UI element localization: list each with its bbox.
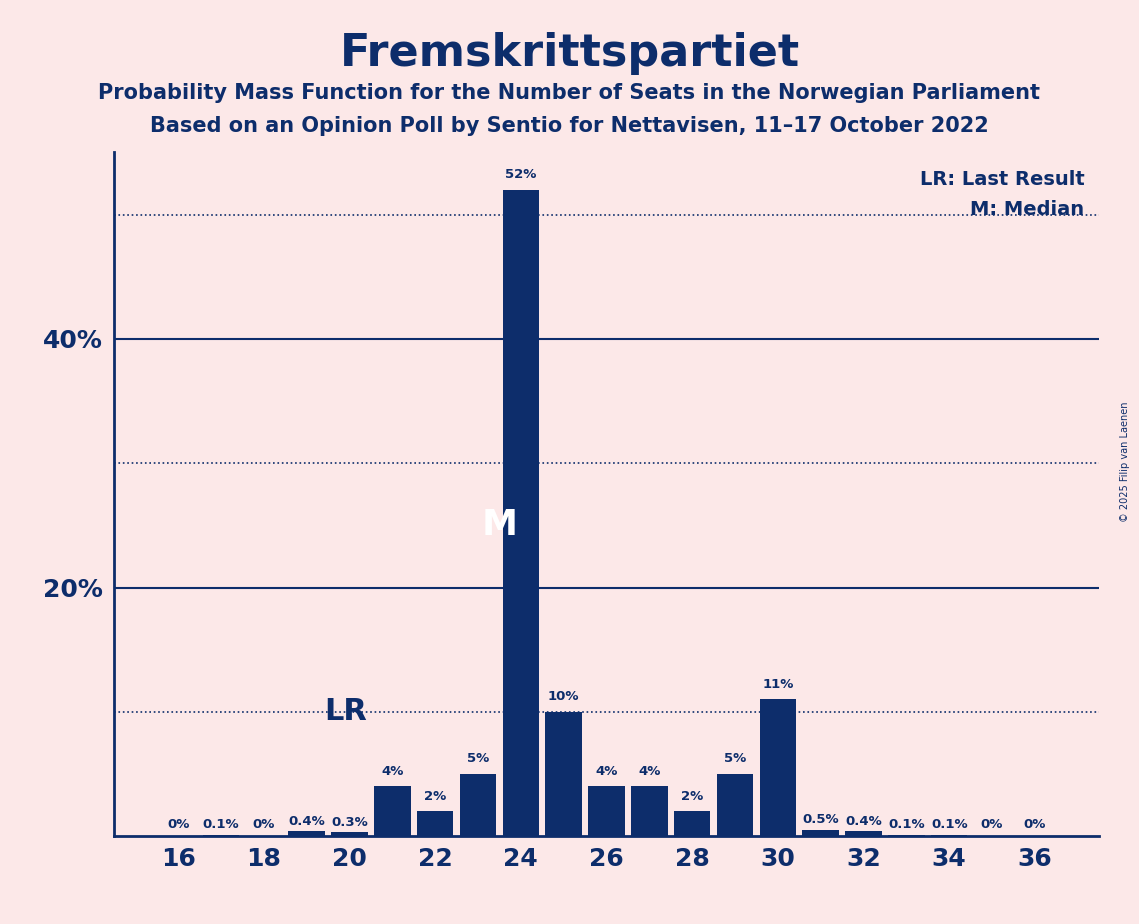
Text: 11%: 11% (762, 678, 794, 691)
Bar (674, 811, 711, 836)
Text: 5%: 5% (467, 752, 489, 765)
Text: Fremskrittspartiet: Fremskrittspartiet (339, 32, 800, 76)
Bar (288, 832, 325, 836)
Bar (760, 699, 796, 836)
Bar (374, 786, 410, 836)
Bar (716, 774, 753, 836)
Bar (589, 786, 624, 836)
Text: Based on an Opinion Poll by Sentio for Nettavisen, 11–17 October 2022: Based on an Opinion Poll by Sentio for N… (150, 116, 989, 136)
Text: 0.3%: 0.3% (331, 816, 368, 829)
Text: 0%: 0% (167, 819, 189, 832)
Bar (203, 835, 239, 836)
Text: LR: Last Result: LR: Last Result (919, 170, 1084, 188)
Text: 0.4%: 0.4% (845, 815, 882, 828)
Text: © 2025 Filip van Laenen: © 2025 Filip van Laenen (1120, 402, 1130, 522)
Text: 4%: 4% (638, 765, 661, 778)
Text: 0%: 0% (253, 819, 274, 832)
Text: 2%: 2% (681, 790, 703, 803)
Text: 5%: 5% (724, 752, 746, 765)
Text: 0%: 0% (981, 819, 1003, 832)
Bar (460, 774, 497, 836)
Text: 4%: 4% (382, 765, 403, 778)
Text: M: Median: M: Median (970, 201, 1084, 219)
Text: 0.5%: 0.5% (802, 813, 839, 826)
Text: 0.1%: 0.1% (203, 819, 239, 832)
Bar (546, 711, 582, 836)
Text: LR: LR (323, 698, 367, 726)
Bar (417, 811, 453, 836)
Text: Probability Mass Function for the Number of Seats in the Norwegian Parliament: Probability Mass Function for the Number… (98, 83, 1041, 103)
Bar (803, 830, 839, 836)
Text: 0%: 0% (1024, 819, 1046, 832)
Text: 4%: 4% (596, 765, 617, 778)
Bar (331, 833, 368, 836)
Text: 0.4%: 0.4% (288, 815, 325, 828)
Bar (631, 786, 667, 836)
Bar (888, 835, 925, 836)
Text: 0.1%: 0.1% (888, 819, 925, 832)
Text: 0.1%: 0.1% (931, 819, 967, 832)
Bar (845, 832, 882, 836)
Text: 2%: 2% (424, 790, 446, 803)
Text: M: M (482, 508, 517, 542)
Text: 52%: 52% (506, 168, 536, 181)
Bar (931, 835, 967, 836)
Text: 10%: 10% (548, 690, 580, 703)
Bar (502, 189, 539, 836)
